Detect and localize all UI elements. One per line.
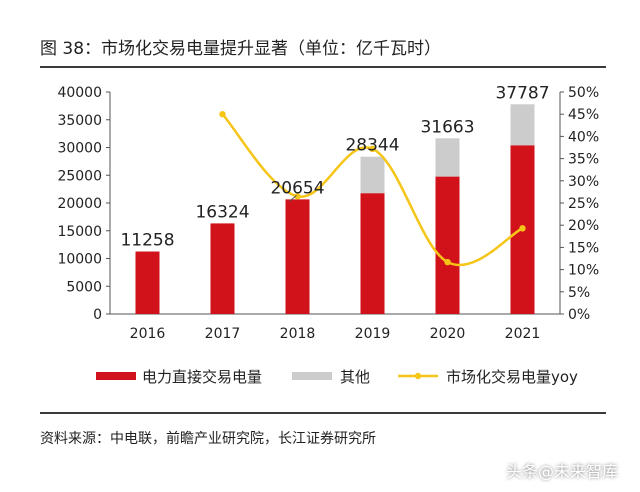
x-axis-tick-label: 2017 (205, 326, 241, 342)
bar-total-label: 20654 (270, 178, 324, 198)
right-axis-tick-label: 50% (568, 85, 599, 101)
top-rule (40, 66, 606, 68)
bar-total-label: 37787 (495, 83, 549, 103)
bottom-rule (40, 412, 606, 414)
right-axis-tick-label: 15% (568, 240, 599, 256)
legend-swatch-other (292, 372, 332, 380)
bar-direct-trade (135, 251, 160, 314)
legend-label-yoy: 市场化交易电量yoy (446, 368, 578, 386)
bar-direct-trade (360, 193, 385, 314)
chart-title: 图 38：市场化交易电量提升显著（单位：亿千瓦时） (40, 39, 442, 59)
left-axis-tick-label: 35000 (57, 113, 102, 129)
x-axis-tick-label: 2020 (430, 326, 466, 342)
bar-other (510, 104, 535, 146)
chart-area: 0 5000 10000 15000 20000 25000 30000 35000 40000… (57, 83, 599, 386)
yoy-point (519, 225, 526, 232)
bar-other (360, 156, 385, 194)
left-axis-tick-label: 40000 (57, 85, 102, 101)
yoy-point (444, 258, 451, 266)
right-axis-tick-label: 5% (568, 285, 590, 301)
bar-total-label: 16324 (195, 202, 249, 222)
right-axis-tick-label: 40% (568, 129, 599, 145)
left-axis-tick-label: 30000 (57, 141, 102, 157)
bar-other (435, 138, 460, 177)
yoy-point (369, 145, 376, 153)
right-axis-tick-label: 35% (568, 152, 599, 168)
bar-direct-trade (210, 223, 235, 314)
right-axis-tick-label: 10% (568, 263, 599, 279)
bar-total-label: 11258 (120, 231, 174, 251)
legend-marker-yoy (414, 372, 422, 380)
left-axis-tick-label: 15000 (57, 224, 102, 240)
legend-label-other: 其他 (340, 368, 370, 386)
legend-swatch-direct (96, 372, 136, 380)
left-axis-tick-label: 0 (93, 307, 102, 323)
yoy-point (294, 193, 301, 200)
left-axis-tick-label: 10000 (57, 252, 102, 268)
bar-direct-trade (435, 176, 460, 314)
watermark: 头条@未来智库 (505, 462, 618, 481)
yoy-point (219, 111, 226, 118)
bar-total-label: 31663 (420, 117, 474, 137)
right-axis-tick-label: 20% (568, 218, 599, 234)
x-axis-tick-label: 2018 (280, 326, 316, 342)
right-axis-tick-label: 45% (568, 107, 599, 123)
x-axis-tick-label: 2019 (355, 326, 391, 342)
right-axis-tick-label: 25% (568, 196, 599, 212)
left-axis-tick-label: 5000 (66, 279, 102, 295)
left-axis-tick-label: 25000 (57, 168, 102, 184)
label-leader-line (289, 194, 297, 202)
left-axis-tick-label: 20000 (57, 196, 102, 212)
right-axis-tick-label: 0% (568, 307, 590, 323)
x-axis-tick-label: 2021 (505, 326, 541, 342)
right-axis-tick-label: 30% (568, 174, 599, 190)
bar-total-label: 28344 (345, 136, 399, 156)
x-axis-tick-label: 2016 (130, 326, 166, 342)
legend-label-direct: 电力直接交易电量 (142, 368, 262, 386)
bar-direct-trade (285, 199, 310, 314)
source-note: 资料来源：中电联，前瞻产业研究院，长江证券研究所 (40, 431, 376, 447)
